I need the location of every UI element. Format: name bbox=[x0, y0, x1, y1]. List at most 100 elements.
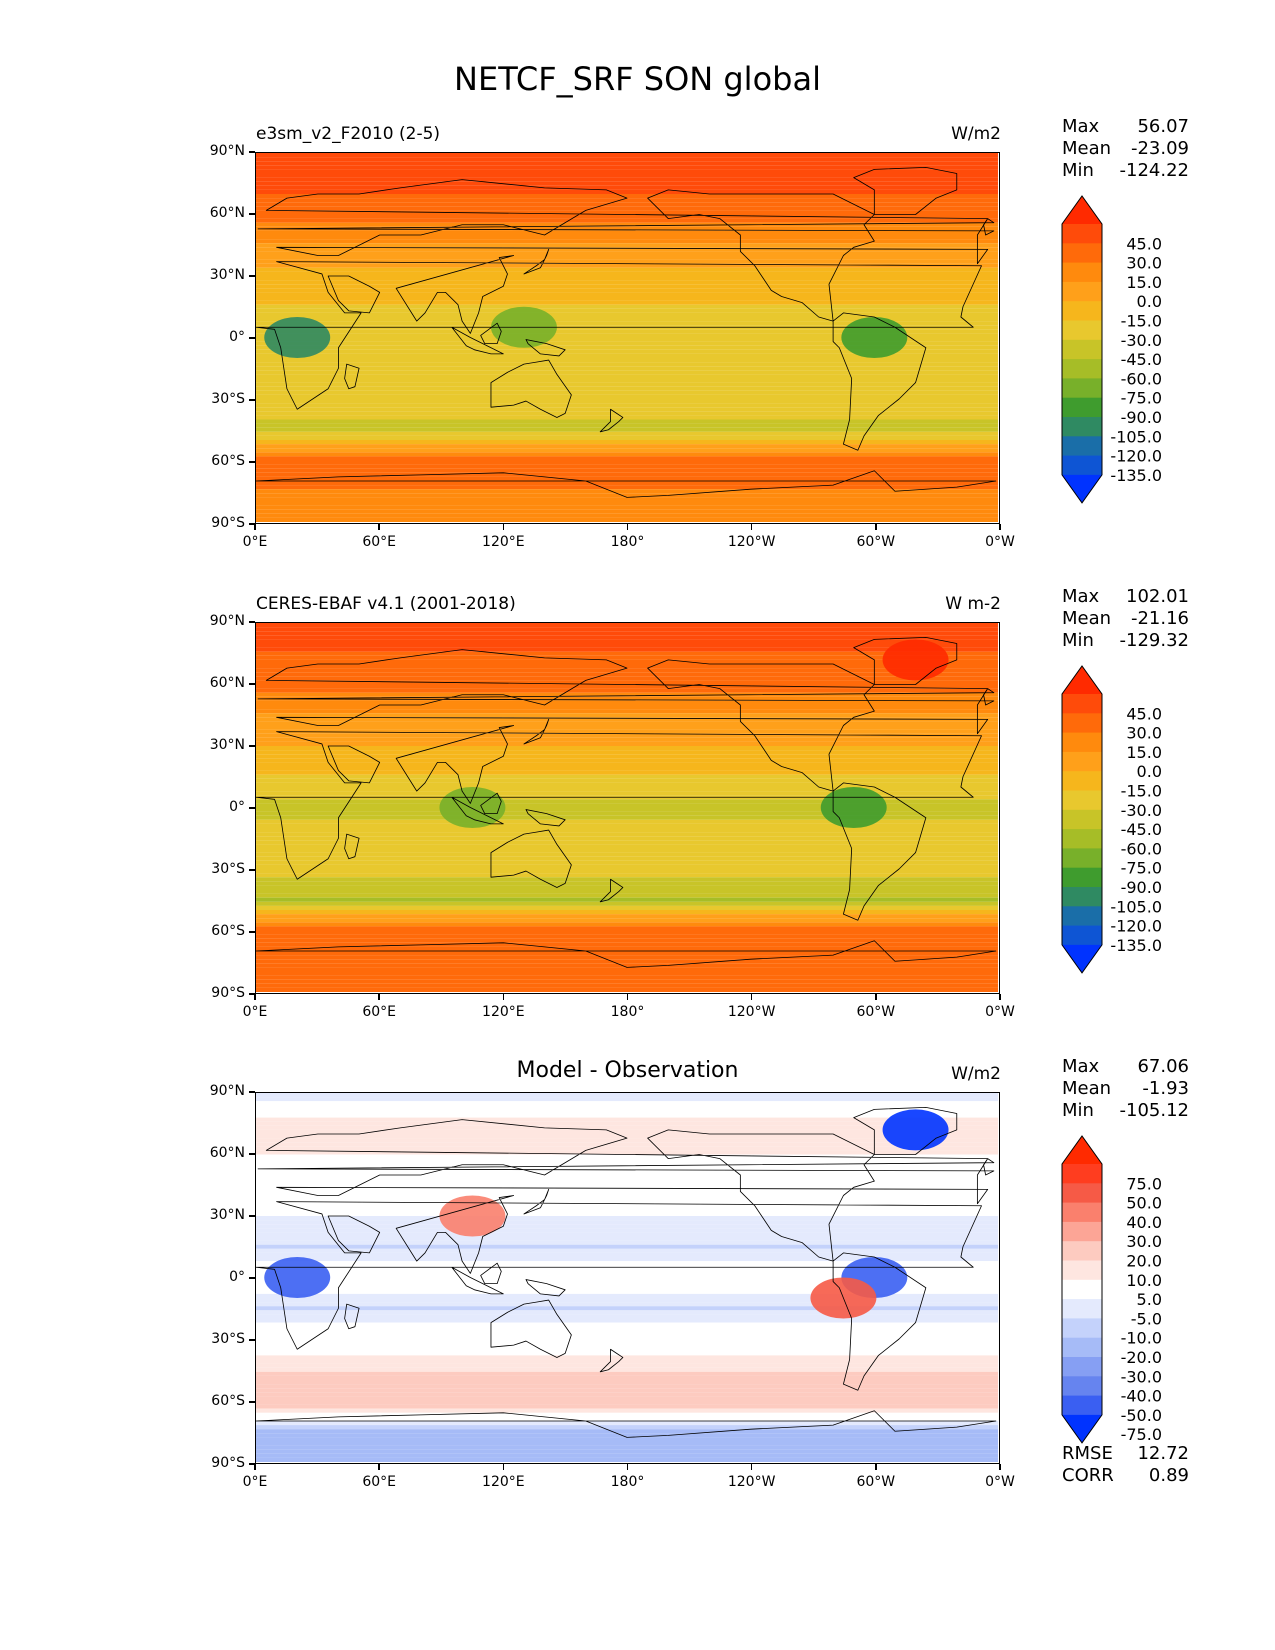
zonal-band bbox=[256, 713, 998, 718]
zonal-band bbox=[256, 1400, 998, 1405]
zonal-band bbox=[256, 1097, 998, 1102]
colorbar-band bbox=[1062, 1183, 1102, 1204]
zonal-band bbox=[256, 308, 998, 313]
zonal-band bbox=[256, 684, 998, 689]
panel-1-stat-mean-label: Mean bbox=[1062, 138, 1112, 159]
zonal-band bbox=[256, 1306, 998, 1311]
lat-tick bbox=[249, 683, 255, 685]
lat-tick-label: 30°N bbox=[209, 1207, 245, 1223]
zonal-band bbox=[256, 1154, 998, 1159]
lat-tick-label: 0° bbox=[229, 799, 245, 815]
zonal-band bbox=[256, 774, 998, 779]
colorbar-band bbox=[1062, 1337, 1102, 1358]
colorbar-band bbox=[1062, 417, 1102, 437]
lon-tick bbox=[626, 524, 629, 530]
zonal-band bbox=[256, 1425, 998, 1430]
colorbar-extend-min bbox=[1062, 1414, 1102, 1443]
colorbar-level-label: 10.0 bbox=[1126, 1271, 1162, 1290]
zonal-band bbox=[256, 337, 998, 342]
colorbar-level-label: 15.0 bbox=[1126, 273, 1162, 292]
lon-tick-label: 60°W bbox=[856, 1474, 896, 1490]
panel-2-stat-min-label: Min bbox=[1062, 630, 1094, 651]
zonal-band bbox=[256, 1457, 998, 1462]
anomaly-blob bbox=[264, 1257, 331, 1298]
zonal-band bbox=[256, 1236, 998, 1241]
zonal-band bbox=[256, 329, 998, 334]
zonal-band bbox=[256, 926, 998, 931]
colorbar-extend-max bbox=[1062, 196, 1102, 224]
colorbar-band bbox=[1062, 848, 1102, 869]
colorbar-band bbox=[1062, 301, 1102, 321]
zonal-band bbox=[256, 1441, 998, 1446]
zonal-band bbox=[256, 799, 998, 804]
zonal-band bbox=[256, 803, 998, 808]
lat-tick bbox=[249, 621, 255, 623]
colorbar-band bbox=[1062, 1376, 1102, 1397]
panel-1-stat-mean: -23.09 bbox=[1130, 138, 1189, 159]
zonal-band bbox=[256, 497, 998, 502]
zonal-band bbox=[256, 729, 998, 734]
zonal-band bbox=[256, 910, 998, 915]
zonal-band bbox=[256, 1150, 998, 1155]
colorbar-band bbox=[1062, 1241, 1102, 1261]
panel-2-map bbox=[255, 622, 1000, 994]
zonal-band bbox=[256, 1269, 998, 1274]
lat-tick bbox=[249, 1401, 255, 1403]
colorbar-level-label: 15.0 bbox=[1126, 743, 1162, 762]
colorbar-level-label: 30.0 bbox=[1126, 724, 1162, 743]
colorbar-level-label: -75.0 bbox=[1121, 859, 1162, 878]
zonal-band bbox=[256, 1314, 998, 1319]
lat-tick bbox=[249, 745, 255, 747]
zonal-band bbox=[256, 1384, 998, 1389]
lat-tick-label: 0° bbox=[229, 1269, 245, 1285]
zonal-band bbox=[256, 787, 998, 792]
zonal-band bbox=[256, 239, 998, 244]
zonal-band bbox=[256, 1183, 998, 1188]
zonal-band bbox=[256, 280, 998, 285]
lon-tick-label: 120°W bbox=[727, 1474, 776, 1490]
zonal-band bbox=[256, 1445, 998, 1450]
zonal-band bbox=[256, 427, 998, 432]
zonal-band bbox=[256, 1437, 998, 1442]
colorbar-band bbox=[1062, 1279, 1102, 1300]
lon-tick bbox=[502, 524, 505, 530]
lat-tick bbox=[249, 807, 255, 809]
zonal-band bbox=[256, 263, 998, 268]
zonal-band bbox=[256, 485, 998, 490]
zonal-band bbox=[256, 676, 998, 681]
zonal-band bbox=[256, 1134, 998, 1139]
colorbar-band bbox=[1062, 732, 1102, 753]
lat-tick-label: 60°N bbox=[209, 205, 245, 221]
colorbar-band bbox=[1062, 436, 1102, 457]
colorbar-level-label: 0.0 bbox=[1137, 292, 1162, 311]
panel-3-corr-label: CORR bbox=[1062, 1465, 1114, 1486]
zonal-band bbox=[256, 288, 998, 293]
zonal-band bbox=[256, 668, 998, 673]
zonal-band bbox=[256, 1175, 998, 1180]
zonal-band bbox=[256, 1293, 998, 1298]
colorbar-band bbox=[1062, 1164, 1102, 1184]
colorbar-band bbox=[1062, 809, 1102, 830]
colorbar-level-label: -120.0 bbox=[1110, 917, 1162, 936]
zonal-band bbox=[256, 1273, 998, 1278]
zonal-band bbox=[256, 296, 998, 301]
zonal-band bbox=[256, 513, 998, 518]
colorbar-level-label: -45.0 bbox=[1121, 350, 1162, 369]
zonal-band bbox=[256, 951, 998, 956]
panel-1-stat-max: 56.07 bbox=[1137, 116, 1189, 137]
lat-tick-label: 90°S bbox=[211, 985, 245, 1001]
zonal-band bbox=[256, 173, 998, 178]
zonal-band bbox=[256, 341, 998, 346]
zonal-band bbox=[256, 407, 998, 412]
zonal-band bbox=[256, 1199, 998, 1204]
zonal-band bbox=[256, 811, 998, 816]
colorbar-level-label: 0.0 bbox=[1137, 762, 1162, 781]
panel-1-map bbox=[255, 152, 1000, 524]
zonal-band bbox=[256, 1129, 998, 1134]
lon-tick bbox=[750, 1464, 753, 1470]
panel-3-stat-mean-label: Mean bbox=[1062, 1078, 1112, 1099]
zonal-band bbox=[256, 1117, 998, 1122]
zonal-band bbox=[256, 1224, 998, 1229]
colorbar-level-label: -15.0 bbox=[1121, 312, 1162, 331]
zonal-band bbox=[256, 700, 998, 705]
